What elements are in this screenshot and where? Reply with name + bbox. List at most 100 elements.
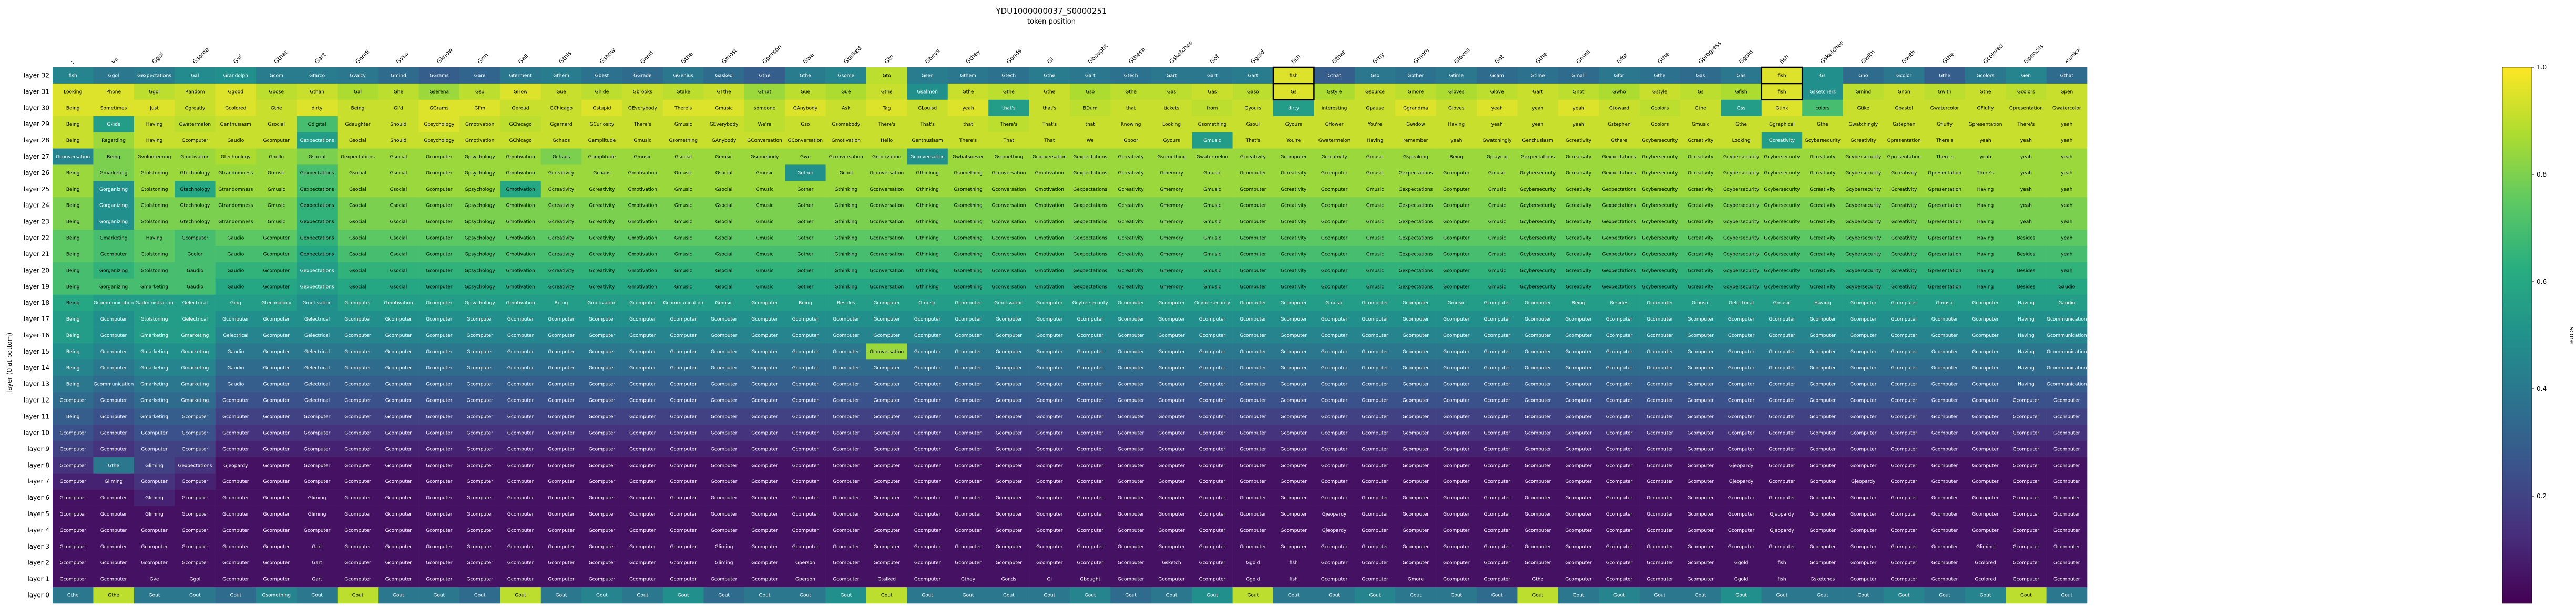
cell-label: Gmusic <box>1488 187 1506 192</box>
cell-label: Gmusic <box>756 203 774 209</box>
cell-label: Gcomputer <box>670 430 697 436</box>
cell-label: Gcybersecurity <box>1520 236 1556 241</box>
cell-label: Gthere <box>1611 138 1628 143</box>
heatmap-cell <box>744 67 785 84</box>
cell-label: Gcomputer <box>1688 479 1714 485</box>
cell-label: Gcomputer <box>1931 415 1958 420</box>
cell-label: Gthe <box>881 89 893 95</box>
heatmap-cell <box>134 67 175 84</box>
cell-label: Gcomputer <box>426 284 453 290</box>
heatmap-cell <box>785 132 826 149</box>
cell-label: Gsocial <box>390 268 407 273</box>
cell-label: Gcomputer <box>1443 187 1470 192</box>
cell-label: Gcolors <box>2017 89 2035 95</box>
cell-label: Gcomputer <box>60 528 87 533</box>
cell-label: Gmusic <box>756 236 774 241</box>
cell-label: Gcomputer <box>1321 366 1348 371</box>
cell-label: Gjeopardy <box>1770 512 1794 517</box>
cell-label: Gcomputer <box>1606 544 1633 550</box>
cell-label: There's <box>999 122 1017 127</box>
cell-label: Gcomputer <box>1931 561 1958 566</box>
cell-label: Gcomputer <box>100 415 127 420</box>
cell-label: Gcomputer <box>1281 382 1307 387</box>
heatmap-cell <box>500 132 541 149</box>
cell-label: Gcomputer <box>589 430 616 436</box>
column-tick-label: Gcolored <box>1981 42 2005 65</box>
cell-label: There's <box>674 106 692 111</box>
heatmap-cell <box>1802 83 1843 100</box>
heatmap-cell <box>947 164 989 181</box>
cell-label: Gout <box>1491 593 1503 599</box>
heatmap-cell <box>866 148 907 165</box>
heatmap-cell <box>2046 132 2088 149</box>
cell-label: yeah <box>1979 138 1991 143</box>
cell-label: Gthe <box>271 106 282 111</box>
cell-label: Gsoul <box>1246 122 1260 127</box>
heatmap-cell <box>215 164 257 181</box>
cell-label: Gcomputer <box>1077 463 1104 468</box>
cell-label: Gcomputer <box>1118 430 1144 436</box>
cell-label: Gcomputer <box>833 463 860 468</box>
cell-label: Gcomputer <box>507 577 534 582</box>
cell-label: Gcomputer <box>1118 415 1144 420</box>
cell-label: Gtoward <box>1609 106 1629 111</box>
cell-label: Gcomputer <box>1647 333 1673 338</box>
cell-label: Gtalked <box>877 577 896 582</box>
heatmap-cell <box>500 83 541 100</box>
heatmap-cell <box>825 116 867 132</box>
heatmap-cell <box>1599 132 1640 149</box>
cell-label: Gcomputer <box>1769 447 1795 452</box>
heatmap-cell <box>1965 132 2006 149</box>
cell-label: Gcybersecurity <box>1642 220 1678 225</box>
cell-label: Gcomputer <box>182 561 209 566</box>
cell-label: Gcomputer <box>589 333 616 338</box>
row-tick-label: layer 29 <box>24 120 49 128</box>
cell-label: Gcomputer <box>1850 301 1877 306</box>
cell-label: Gcomputer <box>1321 284 1348 290</box>
cell-label: Gsomething <box>954 187 983 192</box>
cell-label: Gcomputer <box>996 447 1023 452</box>
cell-label: Gcomputer <box>1688 382 1714 387</box>
cell-label: Gbrooks <box>633 89 652 95</box>
heatmap-cell <box>1273 67 1314 84</box>
cell-label: There's <box>877 122 895 127</box>
cell-label: Having <box>1814 301 1831 306</box>
cell-label: Gmotivation <box>506 284 535 290</box>
cell-label: Gpresentation <box>1928 171 1961 176</box>
column-tick-label: Gmore <box>1412 47 1431 66</box>
cell-label: Gconversation <box>870 268 904 273</box>
cell-label: Gcomputer <box>60 496 87 501</box>
cell-label: Gcybersecurity <box>1520 187 1556 192</box>
heatmap-cell <box>93 83 135 100</box>
cell-label: Gsketches <box>1811 577 1835 582</box>
cell-label: Gcomputer <box>467 382 494 387</box>
heatmap-cell <box>2006 164 2047 181</box>
heatmap-cell <box>53 67 94 84</box>
cell-label: Gcomputer <box>426 349 453 355</box>
cell-label: Gmusic <box>1203 171 1221 176</box>
cell-label: Gmusic <box>268 220 285 225</box>
cell-label: Gcreativity <box>589 284 615 290</box>
cell-label: Gcomputer <box>1728 333 1755 338</box>
cell-label: Gcomputer <box>222 544 249 550</box>
cell-label: Gcomputer <box>1647 561 1673 566</box>
heatmap-cell <box>1965 99 2006 117</box>
cell-label: Gcomputer <box>955 512 982 517</box>
cell-label: Gcomputer <box>1077 544 1104 550</box>
cell-label: Gthan <box>310 89 324 95</box>
cell-label: Gcomputer <box>1606 512 1633 517</box>
cell-label: Gcomputer <box>670 479 697 485</box>
cell-label: Gaudio <box>2058 284 2075 290</box>
cell-label: Gmotivation <box>506 203 535 209</box>
cell-label: Gsketchers <box>1810 89 1836 95</box>
cell-label: remember <box>1403 138 1428 143</box>
cell-label: Gelectrical <box>223 333 248 338</box>
cell-label: Gout <box>637 593 648 599</box>
cell-label: Gcomputer <box>1647 415 1673 420</box>
cell-label: Gcomputer <box>955 349 982 355</box>
cell-label: Gcomputer <box>1321 577 1348 582</box>
cell-label: Gcomputer <box>1362 333 1388 338</box>
cell-label: Gcomputer <box>385 479 412 485</box>
cell-label: yeah <box>1572 106 1584 111</box>
